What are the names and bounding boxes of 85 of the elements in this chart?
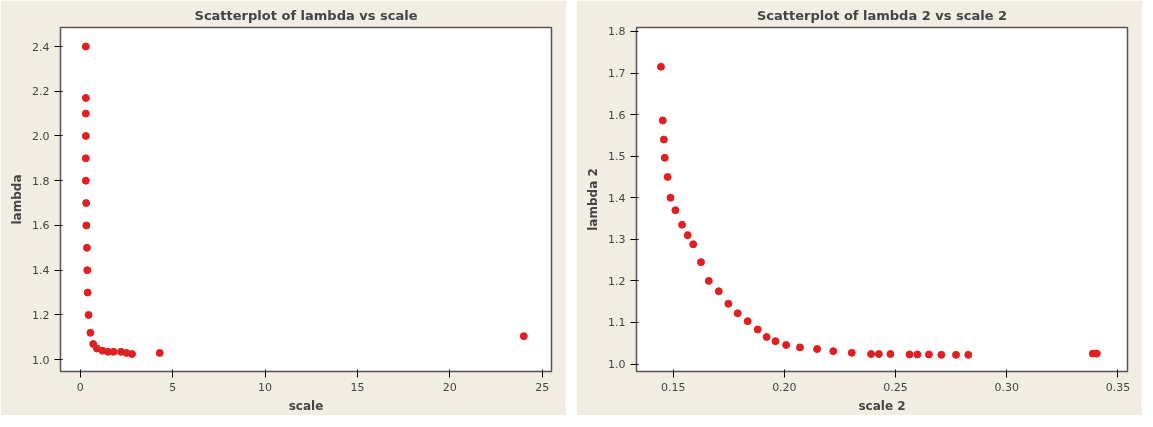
point — [83, 266, 92, 275]
point — [771, 337, 780, 346]
x-tick-label: 0.15 — [660, 380, 686, 394]
point — [81, 42, 90, 51]
point — [92, 344, 101, 353]
point — [829, 347, 838, 356]
x-tick-label: 0 — [76, 380, 84, 394]
point — [678, 220, 687, 229]
point — [155, 348, 164, 357]
chart-title: Scatterplot of lambda vs scale — [194, 7, 418, 23]
x-tick-label: 15 — [350, 380, 365, 394]
chart-title: Scatterplot of lambda 2 vs scale 2 — [756, 7, 1008, 23]
point — [81, 109, 90, 118]
point — [714, 287, 723, 296]
point — [867, 350, 876, 359]
x-tick-label: 25 — [535, 380, 550, 394]
point — [704, 276, 713, 285]
y-tick-label: 1.5 — [608, 150, 626, 164]
point — [659, 135, 668, 144]
point — [874, 350, 883, 359]
y-tick-label: 1.8 — [608, 25, 626, 39]
point — [782, 340, 791, 349]
point — [905, 350, 914, 359]
point — [753, 325, 762, 334]
point — [83, 288, 92, 297]
point — [964, 350, 973, 359]
point — [86, 328, 95, 337]
point — [762, 333, 771, 341]
point — [666, 193, 675, 202]
y-tick-label: 1.0 — [32, 353, 50, 367]
y-tick-label: 1.4 — [32, 264, 50, 278]
x-tick-label: 0.25 — [883, 380, 908, 394]
y-tick-label: 2.0 — [32, 129, 50, 143]
y-tick-label: 1.1 — [608, 316, 626, 330]
y-tick-label: 2.2 — [32, 85, 50, 99]
point — [660, 153, 669, 162]
x-tick-label: 0.20 — [772, 380, 797, 394]
point — [813, 345, 822, 354]
point — [82, 221, 91, 230]
point — [109, 347, 118, 356]
point — [81, 176, 90, 185]
point — [656, 62, 665, 71]
point — [696, 258, 705, 267]
point — [924, 350, 933, 359]
point — [795, 343, 804, 352]
x-tick-label: 5 — [169, 380, 177, 394]
point — [658, 116, 667, 125]
point — [128, 350, 137, 359]
point — [886, 350, 895, 359]
point — [663, 172, 672, 181]
y-tick-label: 1.6 — [32, 219, 50, 233]
point — [733, 309, 742, 318]
point — [82, 199, 91, 208]
x-tick-label: 10 — [258, 380, 273, 394]
x-axis-title: scale — [288, 398, 324, 413]
point — [937, 350, 946, 359]
point — [683, 231, 692, 240]
x-tick-label: 0.35 — [1105, 380, 1131, 394]
point — [689, 240, 698, 249]
point — [519, 332, 528, 341]
y-axis-title: lambda — [10, 174, 25, 225]
y-tick-label: 1.7 — [608, 67, 626, 81]
y-tick-label: 1.0 — [608, 358, 626, 372]
point — [84, 310, 93, 319]
y-tick-label: 2.4 — [32, 40, 50, 54]
point — [671, 206, 680, 215]
x-tick-label: 20 — [442, 380, 457, 394]
y-tick-label: 1.4 — [608, 191, 626, 205]
point — [952, 350, 961, 359]
x-axis-title: scale 2 — [858, 398, 906, 413]
y-tick-label: 1.2 — [32, 308, 50, 322]
y-tick-label: 1.8 — [32, 174, 50, 188]
y-tick-label: 1.2 — [608, 274, 626, 288]
y-axis-title: lambda 2 — [586, 168, 601, 231]
point — [743, 317, 752, 326]
point — [847, 348, 856, 357]
point — [913, 350, 922, 359]
y-tick-label: 1.3 — [608, 233, 626, 247]
point — [81, 154, 90, 163]
point — [82, 243, 91, 252]
point — [724, 299, 733, 308]
point — [81, 131, 90, 140]
point — [81, 93, 90, 102]
x-tick-label: 0.30 — [994, 380, 1020, 394]
y-tick-label: 1.6 — [608, 108, 626, 122]
